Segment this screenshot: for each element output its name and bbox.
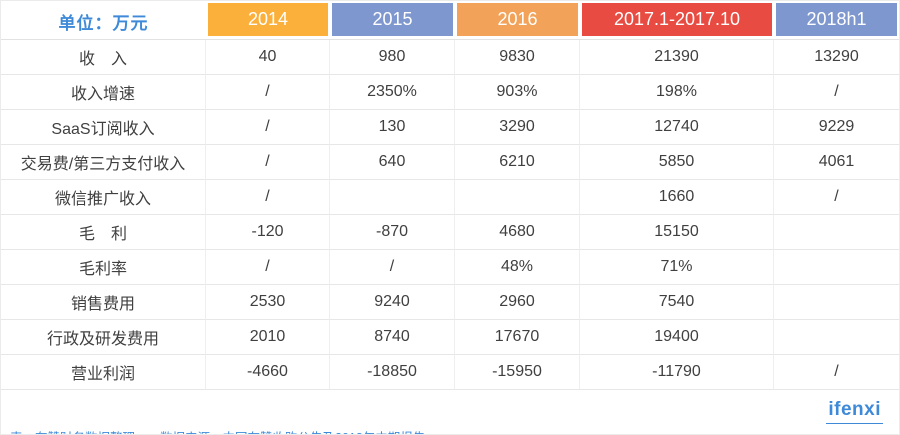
table-cell: / bbox=[206, 75, 330, 110]
table-cell: / bbox=[206, 250, 330, 285]
column-header-2018h1: 2018h1 bbox=[774, 3, 899, 40]
row-label: 交易费/第三方支付收入 bbox=[1, 145, 206, 180]
table-cell: 19400 bbox=[580, 320, 774, 355]
table-cell bbox=[774, 215, 899, 250]
table-cell bbox=[774, 320, 899, 355]
table-cell bbox=[774, 285, 899, 320]
table-cell: 8740 bbox=[330, 320, 455, 355]
ifenxi-logo: ifenxi bbox=[826, 399, 883, 424]
table-cell: 2530 bbox=[206, 285, 330, 320]
table-cell: -18850 bbox=[330, 355, 455, 390]
column-header-2014: 2014 bbox=[206, 3, 330, 40]
row-label: 营业利润 bbox=[1, 355, 206, 390]
row-label: 毛 利 bbox=[1, 215, 206, 250]
table-cell: 640 bbox=[330, 145, 455, 180]
table-cell: 9240 bbox=[330, 285, 455, 320]
row-label: 销售费用 bbox=[1, 285, 206, 320]
ifenxi-logo-text: ifenxi bbox=[828, 399, 881, 420]
row-label: 收 入 bbox=[1, 40, 206, 75]
table-cell: -870 bbox=[330, 215, 455, 250]
table-cell: / bbox=[330, 250, 455, 285]
footer-notes: 表：有赞财务数据整理 数据来源：中国有赞收购公告及2018年中期报告 注：201… bbox=[10, 391, 650, 434]
table-cell: 4680 bbox=[455, 215, 580, 250]
table-cell: / bbox=[774, 180, 899, 215]
row-label: 毛利率 bbox=[1, 250, 206, 285]
table-cell: 980 bbox=[330, 40, 455, 75]
table-cell: 40 bbox=[206, 40, 330, 75]
table-cell: / bbox=[206, 145, 330, 180]
table-cell: 130 bbox=[330, 110, 455, 145]
row-label: 行政及研发费用 bbox=[1, 320, 206, 355]
table-cell: / bbox=[206, 180, 330, 215]
table-cell: 9830 bbox=[455, 40, 580, 75]
table-cell: 903% bbox=[455, 75, 580, 110]
table-cell: 17670 bbox=[455, 320, 580, 355]
table-cell: / bbox=[206, 110, 330, 145]
row-label: SaaS订阅收入 bbox=[1, 110, 206, 145]
table-cell bbox=[455, 180, 580, 215]
table-cell: -4660 bbox=[206, 355, 330, 390]
column-header-2017: 2017.1-2017.10 bbox=[580, 3, 774, 40]
table-cell: 15150 bbox=[580, 215, 774, 250]
table-cell: 71% bbox=[580, 250, 774, 285]
table-cell: 3290 bbox=[455, 110, 580, 145]
table-cell: 48% bbox=[455, 250, 580, 285]
table-cell: 7540 bbox=[580, 285, 774, 320]
table-source-note: 表：有赞财务数据整理 数据来源：中国有赞收购公告及2018年中期报告 bbox=[10, 429, 650, 434]
table-cell: 2010 bbox=[206, 320, 330, 355]
youzan-financials-table: 单位：万元 2014 2015 2016 2017.1-2017.10 2018… bbox=[1, 3, 899, 390]
table-cell: 9229 bbox=[774, 110, 899, 145]
table-cell: / bbox=[774, 355, 899, 390]
table-cell: 1660 bbox=[580, 180, 774, 215]
table-cell: 13290 bbox=[774, 40, 899, 75]
table-cell: 12740 bbox=[580, 110, 774, 145]
column-header-2015: 2015 bbox=[330, 3, 455, 40]
table-cell: 198% bbox=[580, 75, 774, 110]
row-label: 微信推广收入 bbox=[1, 180, 206, 215]
table-cell bbox=[774, 250, 899, 285]
table-cell: -15950 bbox=[455, 355, 580, 390]
table-cell: 4061 bbox=[774, 145, 899, 180]
column-header-2016: 2016 bbox=[455, 3, 580, 40]
table-cell: -120 bbox=[206, 215, 330, 250]
table-cell: 2350% bbox=[330, 75, 455, 110]
table-cell: 21390 bbox=[580, 40, 774, 75]
row-label: 收入增速 bbox=[1, 75, 206, 110]
table-cell: / bbox=[774, 75, 899, 110]
table-cell: -11790 bbox=[580, 355, 774, 390]
table-cell: 2960 bbox=[455, 285, 580, 320]
table-cell: 5850 bbox=[580, 145, 774, 180]
table-cell bbox=[330, 180, 455, 215]
unit-label: 单位：万元 bbox=[1, 3, 206, 40]
table-cell: 6210 bbox=[455, 145, 580, 180]
